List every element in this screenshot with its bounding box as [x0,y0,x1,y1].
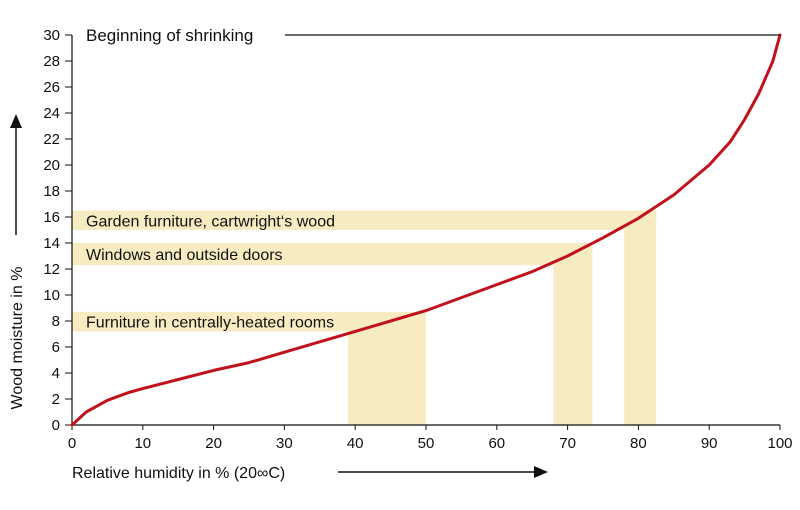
y-tick-label: 12 [43,261,60,278]
band-horizontal [72,210,657,230]
x-axis-title: Relative humidity in % (20∞C) [72,465,285,482]
x-tick-label: 20 [205,435,222,452]
band-vertical [624,210,657,425]
band-label: Windows and outside doors [86,247,283,264]
x-tick-label: 60 [488,435,505,452]
band-horizontal [72,311,426,332]
curve-layer [70,33,782,427]
y-tick-label: 28 [43,53,60,70]
y-tick-label: 2 [52,391,60,408]
band-vertical [553,243,593,425]
y-tick-label: 16 [43,209,60,226]
x-tick-label: 70 [559,435,576,452]
moisture-curve [70,33,782,427]
band-label: Garden furniture, cartwright‘s wood [86,213,335,230]
labels-layer: Garden furniture, cartwright‘s wood Windo… [9,26,780,482]
y-tick-label: 10 [43,287,60,304]
y-tick-label: 22 [43,131,60,148]
y-tick-label: 18 [43,183,60,200]
y-tick-label: 20 [43,157,60,174]
x-tick-label: 80 [630,435,647,452]
y-tick-label: 4 [52,365,60,382]
x-tick-label: 90 [701,435,718,452]
y-axis-title: Wood moisture in % [9,267,26,410]
x-axis-arrow-head [534,466,548,478]
y-tick-label: 6 [52,339,60,356]
y-tick-label: 0 [52,417,60,434]
y-axis-arrow-head [10,114,22,128]
y-tick-label: 14 [43,235,60,252]
x-tick-label: 100 [767,435,792,452]
y-tick-label: 30 [43,27,60,44]
axes-layer: 0 10 20 30 40 50 60 70 80 90 100024681012141618202… [43,27,792,452]
y-tick-label: 26 [43,79,60,96]
x-tick-label: 0 [68,435,76,452]
x-tick-label: 50 [418,435,435,452]
y-tick-label: 8 [52,313,60,330]
y-tick-label: 24 [43,105,60,122]
band-horizontal [72,243,593,266]
x-tick-label: 40 [347,435,364,452]
annotation-beginning-of-shrinking: Beginning of shrinking [86,26,253,45]
x-tick-label: 10 [134,435,151,452]
x-tick-label: 30 [276,435,293,452]
band-label: Furniture in centrally-heated rooms [86,315,334,332]
